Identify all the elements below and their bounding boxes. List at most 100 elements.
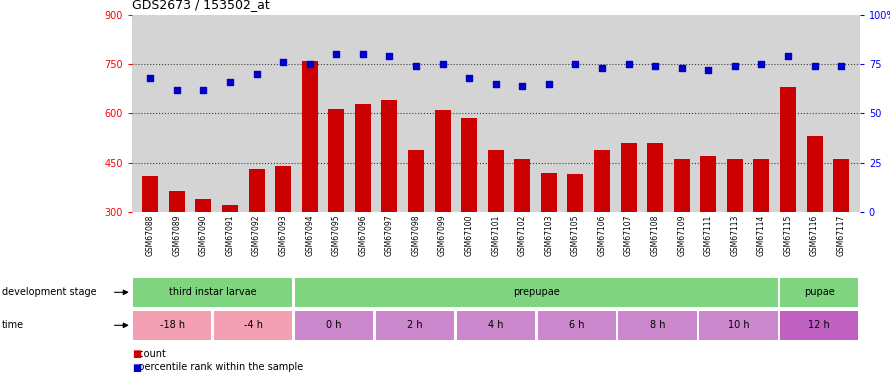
Text: GSM67103: GSM67103 (545, 214, 554, 256)
Point (648, 63, 662, 69)
Bar (700, 310, 778, 340)
Point (728, 63, 742, 69)
Bar (222, 206, 238, 212)
Text: GSM67094: GSM67094 (305, 214, 314, 256)
Text: GSM67113: GSM67113 (731, 214, 740, 256)
Text: GSM67090: GSM67090 (199, 214, 208, 256)
Point (595, 65, 609, 71)
Bar (538, 310, 616, 340)
Text: GSM67117: GSM67117 (837, 214, 845, 256)
Text: pupae: pupae (804, 287, 835, 297)
Bar (620, 143, 636, 212)
Text: 6 h: 6 h (569, 320, 585, 330)
Text: percentile rank within the sample: percentile rank within the sample (132, 363, 303, 372)
Bar (214, 310, 292, 340)
Bar (275, 166, 291, 212)
Text: third instar larvae: third instar larvae (169, 287, 256, 297)
Text: GSM67109: GSM67109 (677, 214, 686, 256)
Point (834, 63, 848, 69)
Bar (833, 159, 849, 212)
Bar (408, 150, 424, 212)
Bar (541, 172, 557, 212)
Bar (328, 108, 344, 212)
Point (329, 51, 344, 57)
Point (462, 75, 476, 81)
Bar (134, 310, 211, 340)
Point (383, 53, 397, 59)
Point (621, 61, 635, 67)
Text: GSM67096: GSM67096 (359, 214, 368, 256)
Point (356, 51, 370, 57)
Bar (619, 310, 697, 340)
Bar (568, 174, 584, 212)
Point (781, 53, 795, 59)
Point (222, 79, 237, 85)
Text: GSM67091: GSM67091 (225, 214, 235, 256)
Text: GSM67092: GSM67092 (252, 214, 261, 256)
Bar (674, 159, 690, 212)
Point (489, 81, 503, 87)
Bar (727, 159, 743, 212)
Text: -18 h: -18 h (159, 320, 185, 330)
Bar (806, 136, 822, 212)
Point (143, 75, 158, 81)
Text: time: time (2, 320, 24, 330)
Bar (248, 169, 264, 212)
Text: GSM67097: GSM67097 (385, 214, 394, 256)
Bar (754, 159, 769, 212)
Bar (780, 87, 796, 212)
Bar (295, 278, 778, 307)
Text: GSM67100: GSM67100 (465, 214, 473, 256)
Text: GSM67114: GSM67114 (756, 214, 766, 256)
Text: 0 h: 0 h (327, 320, 342, 330)
Bar (142, 176, 158, 212)
Bar (169, 190, 185, 212)
Point (515, 83, 530, 89)
Point (409, 63, 423, 69)
Text: GSM67093: GSM67093 (279, 214, 287, 256)
Text: ■: ■ (132, 363, 141, 372)
Bar (461, 118, 477, 212)
Text: GSM67089: GSM67089 (173, 214, 182, 256)
Text: GSM67116: GSM67116 (810, 214, 819, 256)
Bar (434, 110, 450, 212)
Bar (457, 310, 535, 340)
Bar (781, 278, 858, 307)
Text: GSM67108: GSM67108 (651, 214, 659, 256)
Text: 4 h: 4 h (488, 320, 504, 330)
Bar (781, 310, 858, 340)
Point (435, 61, 449, 67)
Bar (295, 310, 373, 340)
Bar (302, 61, 318, 212)
Point (755, 61, 769, 67)
Text: GDS2673 / 153502_at: GDS2673 / 153502_at (132, 0, 270, 11)
Point (276, 59, 290, 65)
Text: -4 h: -4 h (244, 320, 263, 330)
Bar (355, 104, 371, 212)
Bar (376, 310, 454, 340)
Text: GSM67115: GSM67115 (783, 214, 792, 256)
Bar (594, 150, 610, 212)
Point (807, 63, 821, 69)
Text: GSM67111: GSM67111 (704, 214, 713, 256)
Point (249, 71, 263, 77)
Bar (196, 199, 212, 212)
Text: GSM67106: GSM67106 (597, 214, 606, 256)
Text: 8 h: 8 h (650, 320, 665, 330)
Bar (700, 156, 716, 212)
Bar (134, 278, 292, 307)
Point (197, 87, 211, 93)
Text: GSM67099: GSM67099 (438, 214, 447, 256)
Text: GSM67101: GSM67101 (491, 214, 500, 256)
Bar (514, 159, 530, 212)
Point (569, 61, 583, 67)
Text: GSM67105: GSM67105 (571, 214, 580, 256)
Text: GSM67095: GSM67095 (332, 214, 341, 256)
Point (303, 61, 317, 67)
Text: GSM67088: GSM67088 (146, 214, 155, 256)
Text: development stage: development stage (2, 287, 96, 297)
Point (542, 81, 556, 87)
Point (701, 67, 716, 73)
Text: 12 h: 12 h (808, 320, 830, 330)
Text: prepupae: prepupae (513, 287, 560, 297)
